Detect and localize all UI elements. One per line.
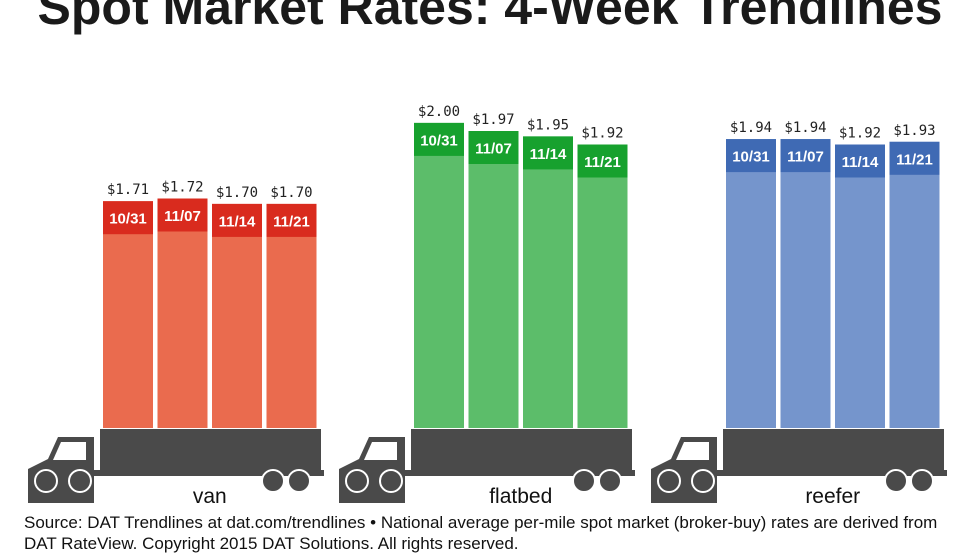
bar-reefer-10/31 xyxy=(726,139,776,428)
bar-cap xyxy=(523,136,573,170)
bar-cap xyxy=(726,139,776,173)
truck-window xyxy=(364,442,397,460)
bar-flatbed-11/21 xyxy=(577,144,628,428)
bar-van-10/31 xyxy=(103,201,153,428)
bar-flatbed-10/31 xyxy=(414,122,464,429)
truck-trailer xyxy=(723,429,944,475)
bar-date-label: 10/31 xyxy=(420,132,458,149)
category-label: flatbed xyxy=(489,485,552,508)
bar-date-label: 11/21 xyxy=(273,213,310,230)
bar-date-label: 11/07 xyxy=(475,141,512,158)
bar-date-label: 11/21 xyxy=(896,151,933,168)
bar-reefer-11/21 xyxy=(889,141,940,429)
bar-reefer-11/14 xyxy=(835,144,885,428)
bar-value-label: $2.00 xyxy=(418,104,460,120)
bar-cap xyxy=(157,198,208,232)
truck-wheel-icon xyxy=(910,469,934,493)
bar-flatbed-11/07 xyxy=(468,131,519,428)
truck-wheel-icon xyxy=(68,469,92,493)
bar-value-label: $1.70 xyxy=(270,185,312,201)
bar-van-11/07 xyxy=(157,198,208,428)
truck-frame xyxy=(33,470,324,476)
truck-window xyxy=(53,442,86,460)
truck-wheel-icon xyxy=(572,469,596,493)
truck-wheel-icon xyxy=(287,469,311,493)
bar-value-label: $1.72 xyxy=(161,180,203,196)
bar-cap xyxy=(414,122,464,156)
bar-value-label: $1.97 xyxy=(472,112,514,128)
bar-date-label: 10/31 xyxy=(109,211,147,228)
truck-window xyxy=(676,442,709,460)
truck-wheel-icon xyxy=(598,469,622,493)
bar-cap xyxy=(889,141,940,175)
truck-wheel-icon xyxy=(34,469,58,493)
bar-cap xyxy=(835,144,885,178)
bar-date-label: 11/21 xyxy=(584,154,621,171)
truck-wheel-icon xyxy=(657,469,681,493)
bar-cap xyxy=(212,203,262,237)
bar-cap xyxy=(780,139,831,173)
source-note: Source: DAT Trendlines at dat.com/trendl… xyxy=(24,513,938,553)
truck-wheel-icon xyxy=(884,469,908,493)
bar-value-label: $1.94 xyxy=(784,120,826,136)
truck-wheel-icon xyxy=(691,469,715,493)
category-label: reefer xyxy=(805,485,860,508)
truck-wheel-icon xyxy=(379,469,403,493)
bar-reefer-11/07 xyxy=(780,139,831,428)
bar-date-label: 11/14 xyxy=(842,154,879,171)
category-label: van xyxy=(193,485,227,508)
truck-frame xyxy=(656,470,947,476)
bar-flatbed-11/14 xyxy=(523,136,573,428)
bar-van-11/14 xyxy=(212,203,262,428)
bar-value-label: $1.92 xyxy=(581,126,623,142)
bar-value-label: $1.95 xyxy=(527,117,569,133)
bar-van-11/21 xyxy=(266,203,317,428)
truck-trailer xyxy=(411,429,632,475)
bar-value-label: $1.92 xyxy=(839,126,881,142)
bar-date-label: 10/31 xyxy=(732,149,770,166)
bar-cap xyxy=(468,131,519,164)
bar-date-label: 11/14 xyxy=(219,213,256,230)
bar-value-label: $1.71 xyxy=(107,182,149,198)
chart-title: Spot Market Rates: 4-Week Trendlines xyxy=(37,0,943,35)
chart-svg: 10/31 $1.71 11/07 $1.72 11/14 $1.70 11/21 $1.70… xyxy=(28,104,947,508)
bar-value-label: $1.93 xyxy=(893,123,935,139)
bar-date-label: 11/07 xyxy=(164,208,201,225)
bar-cap xyxy=(577,144,628,178)
truck-wheel-icon xyxy=(261,469,285,493)
bar-value-label: $1.94 xyxy=(730,120,772,136)
bar-value-label: $1.70 xyxy=(216,185,258,201)
truck-wheel-icon xyxy=(345,469,369,493)
bar-cap xyxy=(103,201,153,235)
bar-cap xyxy=(266,203,317,237)
bar-date-label: 11/07 xyxy=(787,149,824,166)
truck-frame xyxy=(344,470,635,476)
truck-trailer xyxy=(100,429,321,475)
bar-date-label: 11/14 xyxy=(530,146,567,163)
